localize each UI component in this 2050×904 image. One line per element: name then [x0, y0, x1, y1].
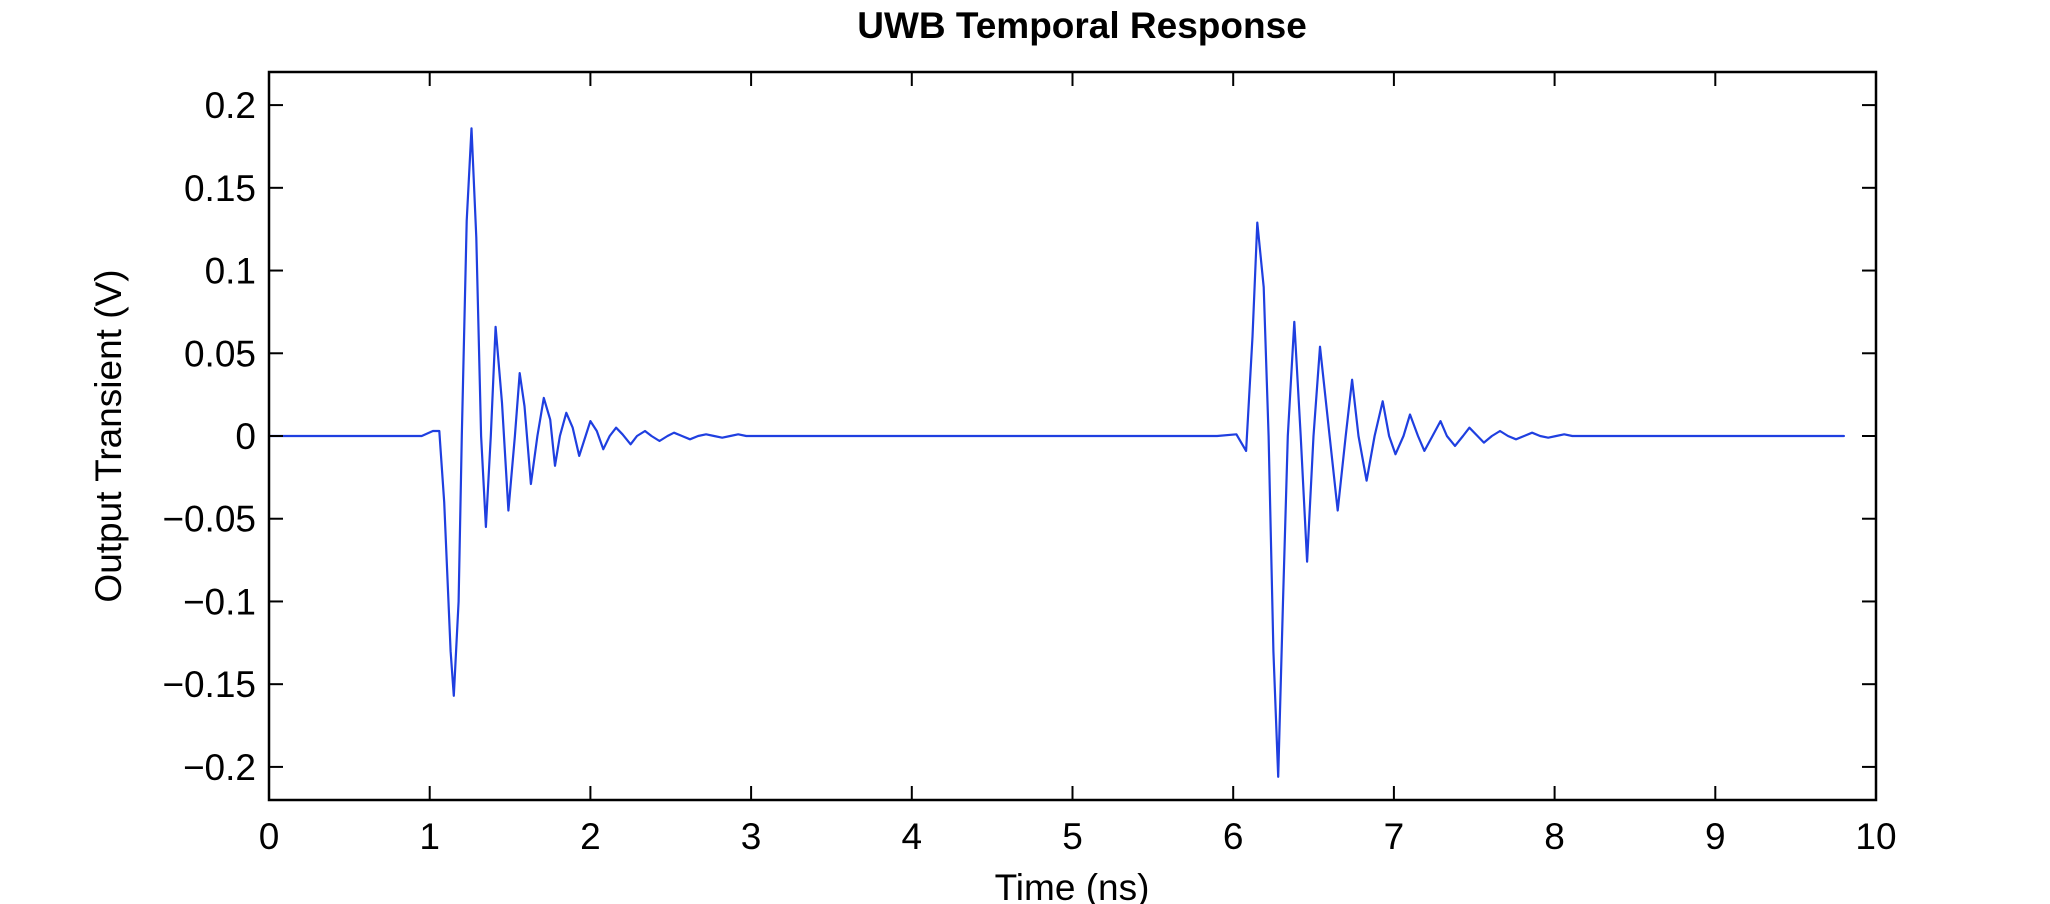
x-tick-label: 0 — [259, 816, 280, 857]
x-tick-label: 10 — [1855, 816, 1896, 857]
x-tick-label: 7 — [1384, 816, 1405, 857]
y-axis-label: Output Transient (V) — [88, 269, 129, 602]
y-tick-label: 0.2 — [205, 85, 256, 126]
series-line-0 — [267, 127, 1846, 778]
y-tick-label: 0 — [235, 416, 256, 457]
chart-title: UWB Temporal Response — [857, 5, 1307, 46]
plot-area — [267, 127, 1846, 778]
x-axis-label: Time (ns) — [995, 867, 1150, 904]
x-tick-label: 1 — [419, 816, 440, 857]
y-tick-label: −0.05 — [162, 499, 256, 540]
x-tick-label: 2 — [580, 816, 601, 857]
y-tick-label: −0.2 — [183, 747, 256, 788]
x-tick-label: 9 — [1705, 816, 1726, 857]
x-tick-label: 3 — [741, 816, 762, 857]
y-tick-label: −0.1 — [183, 581, 256, 622]
y-tick-label: 0.05 — [184, 333, 256, 374]
y-tick-label: 0.15 — [184, 168, 256, 209]
y-tick-label: 0.1 — [205, 251, 256, 292]
axis-ticks: 0 1 2 3 4 5 6 7 8 9 10 0.2 0.15 0.1 0.05 0 −0.05 −0.1 −0.1… — [162, 72, 1897, 857]
x-tick-label: 8 — [1544, 816, 1565, 857]
x-tick-label: 5 — [1062, 816, 1083, 857]
y-tick-label: −0.15 — [162, 664, 256, 705]
x-tick-label: 4 — [902, 816, 923, 857]
x-tick-label: 6 — [1223, 816, 1244, 857]
